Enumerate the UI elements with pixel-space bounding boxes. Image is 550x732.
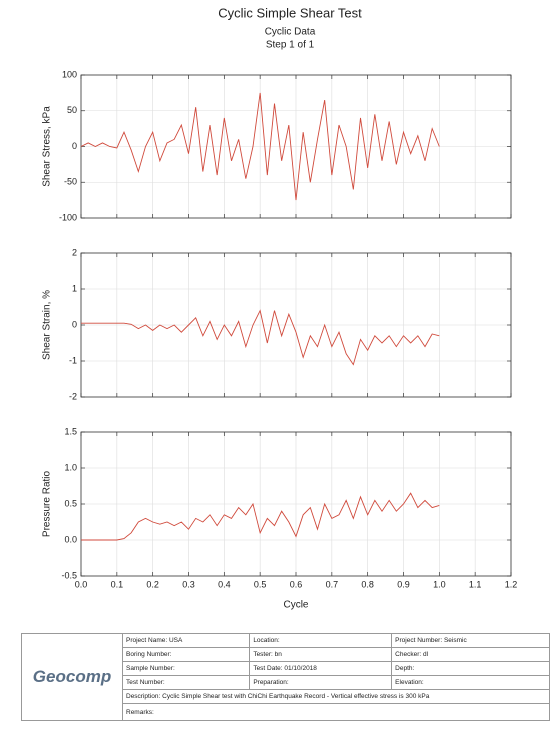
y-axis-label: Shear Strain, %: [42, 290, 53, 360]
x-tick-label: 1.2: [505, 579, 518, 589]
cell: Checker: dl: [392, 648, 550, 662]
cell: Project Name: USA: [123, 634, 250, 648]
cell: Sample Number:: [123, 662, 250, 676]
y-tick-label: 50: [67, 105, 77, 115]
cell: Tester: bn: [250, 648, 392, 662]
x-tick-label: 1.1: [469, 579, 482, 589]
cell: Boring Number:: [123, 648, 250, 662]
page: Cyclic Simple Shear Test Cyclic Data Ste…: [0, 0, 550, 732]
x-tick-label: 0.3: [182, 579, 195, 589]
cell: Preparation:: [250, 676, 392, 690]
y-tick-label: -50: [64, 177, 77, 187]
title: Cyclic Simple Shear Test: [218, 5, 362, 20]
x-axis-label: Cycle: [283, 600, 308, 611]
x-tick-label: 0.1: [111, 579, 124, 589]
charts: Cyclic Simple Shear Test Cyclic Data Ste…: [0, 0, 550, 630]
y-tick-label: 1.0: [64, 462, 77, 472]
x-tick-label: 0.0: [75, 579, 88, 589]
cell: Test Number:: [123, 676, 250, 690]
cell: Elevation:: [392, 676, 550, 690]
y-tick-label: 0: [72, 319, 77, 329]
x-tick-label: 0.5: [254, 579, 267, 589]
y-tick-label: -0.5: [61, 570, 77, 580]
cell: Project Number: Seismic: [392, 634, 550, 648]
x-tick-label: 0.6: [290, 579, 303, 589]
x-tick-label: 0.9: [397, 579, 410, 589]
y-tick-label: 1.5: [64, 426, 77, 436]
y-tick-label: 100: [62, 69, 77, 79]
y-axis-label: Shear Stress, kPa: [42, 106, 53, 187]
x-tick-label: 0.2: [146, 579, 159, 589]
cell: Location:: [250, 634, 392, 648]
y-tick-label: 0.0: [64, 534, 77, 544]
y-tick-label: 0.5: [64, 498, 77, 508]
y-tick-label: -1: [69, 355, 77, 365]
cell: Test Date: 01/10/2018: [250, 662, 392, 676]
x-tick-label: 1.0: [433, 579, 446, 589]
y-tick-label: 0: [72, 141, 77, 151]
y-tick-label: 1: [72, 283, 77, 293]
y-tick-label: 2: [72, 247, 77, 257]
y-tick-label: -2: [69, 391, 77, 401]
remarks: Remarks:: [123, 704, 550, 721]
y-axis-label: Pressure Ratio: [42, 470, 53, 537]
cell: Depth:: [392, 662, 550, 676]
description: Description: Cyclic Simple Shear test wi…: [123, 690, 550, 704]
x-tick-label: 0.8: [361, 579, 374, 589]
x-tick-label: 0.4: [218, 579, 231, 589]
x-tick-label: 0.7: [326, 579, 339, 589]
subtitle: Cyclic Data: [265, 27, 316, 38]
y-tick-label: -100: [59, 212, 77, 222]
step: Step 1 of 1: [266, 40, 315, 51]
logo: Geocomp: [22, 634, 123, 721]
